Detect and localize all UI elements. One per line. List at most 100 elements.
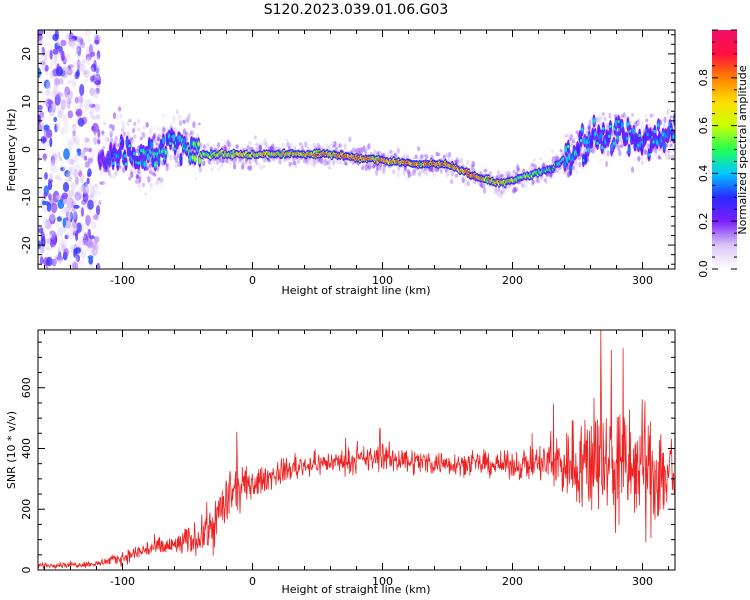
- heatmap-cell: [666, 108, 671, 114]
- heatmap-cell: [66, 94, 73, 104]
- heatmap-cell: [96, 50, 101, 60]
- heatmap-cell: [667, 154, 671, 160]
- heatmap-cell: [364, 164, 368, 172]
- heatmap-cell: [310, 161, 314, 166]
- heatmap-cell: [79, 104, 83, 110]
- heatmap-cell: [57, 106, 64, 116]
- heatmap-cell: [112, 175, 116, 180]
- heatmap-cell: [216, 142, 221, 149]
- heatmap-cell: [51, 202, 58, 214]
- heatmap-cell: [571, 165, 575, 171]
- heatmap-cell: [640, 161, 644, 166]
- heatmap-cell: [660, 148, 664, 156]
- heatmap-cell: [122, 124, 126, 132]
- heatmap-cell: [52, 153, 58, 162]
- heatmap-cell: [97, 138, 101, 145]
- heatmap-cell: [192, 121, 196, 129]
- heatmap-cell: [137, 182, 142, 189]
- heatmap-cell: [637, 144, 640, 148]
- heatmap-cell: [133, 121, 137, 126]
- heatmap-cell: [558, 168, 562, 175]
- heatmap-cell: [663, 123, 667, 128]
- heatmap-cell: [228, 142, 232, 148]
- heatmap-cell: [74, 262, 79, 269]
- heatmap-cell: [82, 184, 90, 195]
- heatmap-cell: [65, 66, 70, 73]
- y-tick-label: -10: [20, 188, 33, 206]
- heatmap-cell: [43, 124, 50, 131]
- heatmap-cell: [77, 59, 81, 71]
- heatmap-cell: [84, 99, 91, 112]
- heatmap-cell: [50, 159, 58, 168]
- heatmap-cell: [150, 141, 154, 149]
- heatmap-cell: [202, 144, 206, 150]
- heatmap-cell: [43, 257, 50, 266]
- heatmap-cell: [454, 173, 458, 178]
- heatmap-cell: [631, 113, 635, 117]
- heatmap-cell: [60, 39, 67, 47]
- heatmap-cell: [54, 175, 60, 180]
- heatmap-cell: [215, 158, 220, 166]
- heatmap-cell: [94, 80, 101, 86]
- heatmap-cell: [93, 136, 97, 145]
- heatmap-cell: [602, 152, 607, 157]
- heatmap-cell: [519, 180, 523, 185]
- heatmap-cell: [157, 156, 161, 164]
- heatmap-cell: [90, 215, 95, 227]
- heatmap-cell: [211, 159, 215, 166]
- heatmap-cell: [77, 239, 83, 248]
- heatmap-cell: [187, 113, 191, 120]
- heatmap-cell: [54, 42, 60, 50]
- heatmap-cell: [154, 139, 158, 143]
- heatmap-cell: [582, 158, 585, 163]
- heatmap-cell: [94, 183, 99, 188]
- heatmap-cell: [258, 145, 263, 151]
- heatmap-cell: [179, 155, 183, 164]
- heatmap-cell: [95, 87, 100, 94]
- heatmap-cell: [64, 170, 71, 178]
- heatmap-cell: [499, 194, 503, 198]
- heatmap-cell: [182, 119, 186, 125]
- heatmap-cell: [599, 116, 603, 122]
- heatmap-cell: [464, 181, 468, 188]
- heatmap-cell: [44, 219, 52, 230]
- heatmap-cell: [80, 207, 84, 217]
- heatmap-cell: [567, 144, 570, 149]
- heatmap-cell: [654, 149, 658, 156]
- heatmap-cell: [52, 165, 59, 174]
- heatmap-cell: [67, 79, 71, 85]
- heatmap-cell: [118, 149, 122, 157]
- heatmap-cell: [662, 142, 666, 151]
- heatmap-cell: [630, 166, 635, 173]
- heatmap-cell: [63, 247, 69, 257]
- heatmap-cell: [495, 175, 499, 179]
- heatmap-cell: [278, 158, 282, 165]
- heatmap-cell: [63, 148, 70, 160]
- heatmap-cell: [471, 160, 475, 168]
- heatmap-cell: [482, 182, 486, 189]
- spectrogram-y-label: Frequency (Hz): [5, 109, 18, 192]
- heatmap-cell: [86, 36, 91, 44]
- heatmap-cell: [74, 152, 79, 164]
- heatmap-cell: [87, 157, 94, 164]
- heatmap-cell: [167, 162, 171, 170]
- heatmap-cell: [90, 75, 96, 83]
- x-tick-label: 0: [249, 274, 256, 287]
- heatmap-cell: [159, 177, 163, 182]
- heatmap-cell: [626, 122, 630, 127]
- heatmap-cell: [137, 169, 141, 174]
- heatmap-cell: [162, 113, 166, 117]
- heatmap-cell: [54, 123, 58, 133]
- heatmap-cell: [74, 135, 81, 147]
- x-tick-label: -100: [110, 274, 135, 287]
- heatmap-cell: [81, 222, 85, 234]
- heatmap-cell: [581, 127, 584, 132]
- heatmap-cell: [93, 248, 98, 254]
- heatmap-cell: [92, 198, 97, 203]
- heatmap-cell: [264, 142, 268, 148]
- heatmap-cell: [65, 97, 70, 107]
- heatmap-cell: [139, 136, 144, 141]
- heatmap-cell: [85, 53, 92, 61]
- heatmap-cell: [83, 70, 87, 75]
- heatmap-cell: [648, 130, 652, 138]
